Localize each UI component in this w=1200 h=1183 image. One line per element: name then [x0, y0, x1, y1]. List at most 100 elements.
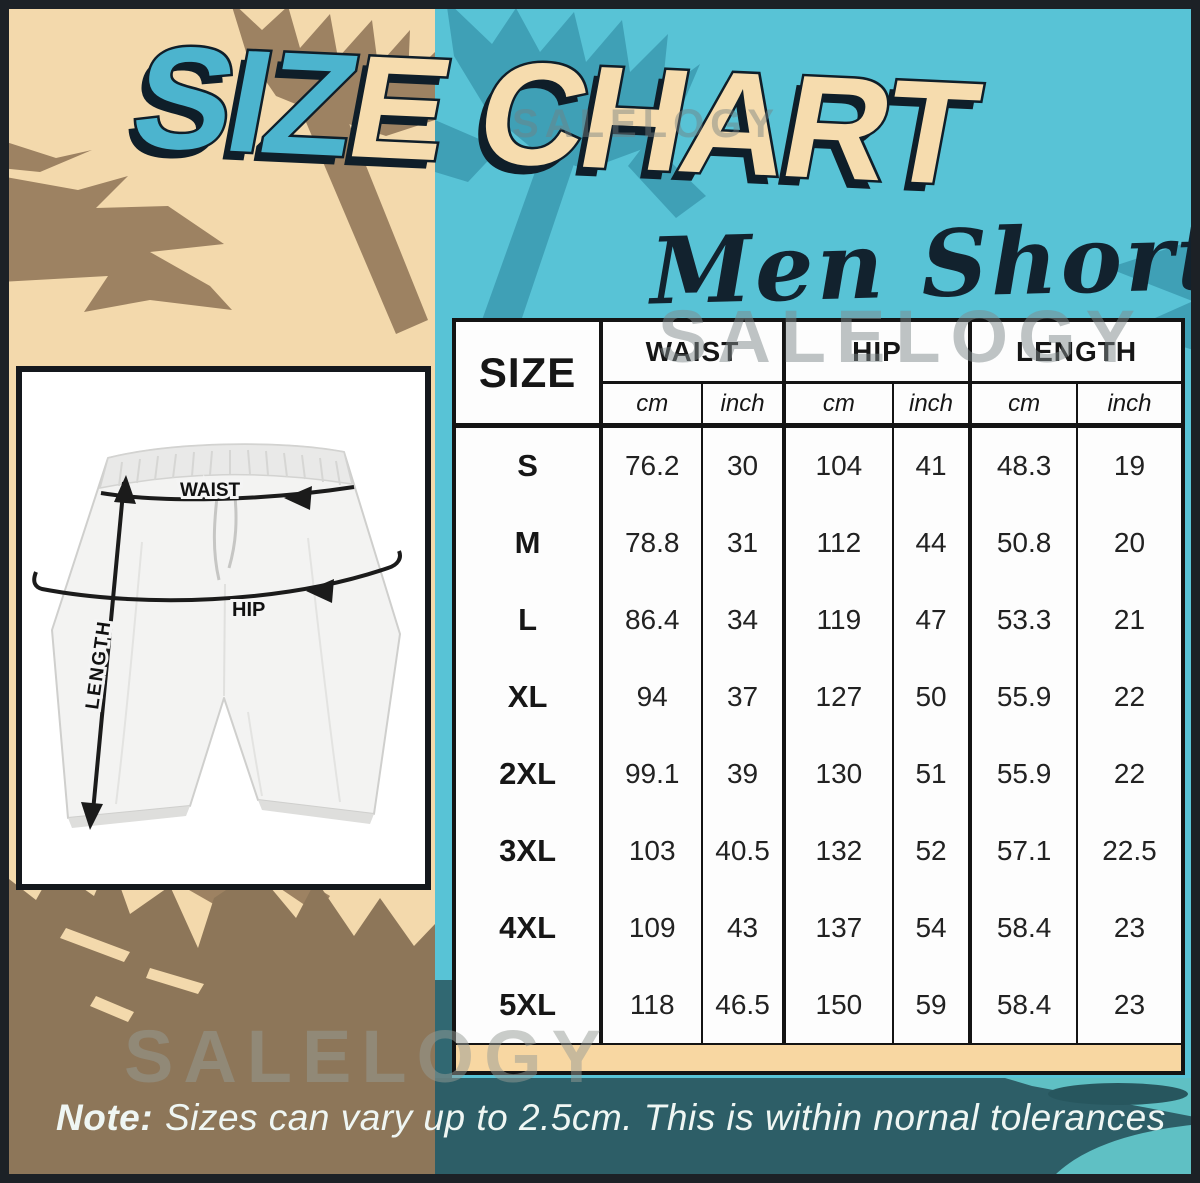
table-cell: 37 — [703, 658, 786, 736]
table-cell: 132 — [786, 812, 894, 890]
row-size-label: XL — [456, 658, 604, 736]
note-text: Sizes can vary up to 2.5cm. This is with… — [165, 1097, 1166, 1138]
row-size-label: S — [456, 428, 604, 505]
table-cell: 48.3 — [972, 428, 1079, 505]
length-arrow — [90, 481, 126, 823]
table-cell: 52 — [894, 812, 973, 890]
col-header-size: SIZE — [456, 322, 604, 428]
table-cell: 22 — [1113, 681, 1146, 713]
table-cell: 104 — [786, 428, 894, 505]
table-cell: 130 — [786, 735, 894, 813]
waistband — [98, 443, 354, 489]
length-arrowhead-bottom — [81, 802, 103, 830]
title-segment-blue: SIZ — [119, 13, 369, 190]
table-cell: 47 — [894, 581, 973, 659]
unit-header-waist-cm: cm — [603, 384, 704, 428]
table-cell: 22.5 — [1102, 834, 1157, 866]
shorts-measurement-diagram: WAIST HIP LENGTH — [16, 366, 431, 890]
table-cell: 53.3 — [972, 581, 1079, 659]
table-cell: 86.4 — [603, 581, 704, 659]
row-size-label: L — [456, 581, 604, 659]
table-cell: 59 — [894, 966, 973, 1043]
table-cell: 39 — [703, 735, 786, 813]
left-leg-fold — [115, 541, 143, 805]
table-cell: 58.4 — [972, 966, 1079, 1043]
palm-silhouette-teal — [435, 0, 1200, 352]
unit-header-hip-cm: cm — [785, 384, 894, 428]
unit-header-hip-inch: inch — [893, 384, 973, 428]
col-group-hip: HIP — [785, 322, 973, 384]
row-size-label: 4XL — [456, 889, 604, 967]
tolerance-note: Note: Sizes can vary up to 2.5cm. This is… — [56, 1097, 1166, 1139]
table-cell: 34 — [703, 581, 786, 659]
size-table: SIZE WAIST HIP LENGTH cm inch cm inch cm… — [452, 318, 1185, 1075]
table-cell: 99.1 — [603, 735, 704, 813]
table-cell: 127 — [786, 658, 894, 736]
row-size-label: 2XL — [456, 735, 604, 813]
waist-arrowhead — [284, 486, 312, 510]
row-size-label: 3XL — [456, 812, 604, 890]
table-cell: 55.9 — [972, 658, 1079, 736]
palm-trunk-sliver-teal — [435, 980, 452, 1080]
palm-trunk-mass-brown — [0, 858, 435, 1183]
table-cell: 46.5 — [703, 966, 786, 1043]
table-cell: 94 — [603, 658, 704, 736]
table-cell: 76.2 — [603, 428, 704, 505]
table-cell: 50.8 — [972, 504, 1079, 582]
coast-shape-corner — [1048, 1124, 1200, 1183]
table-cell: 57.1 — [972, 812, 1079, 890]
drawstring-right — [227, 485, 238, 569]
waist-arrow-label: WAIST — [180, 480, 241, 501]
table-cell: 103 — [603, 812, 704, 890]
left-hem-shadow — [68, 806, 190, 828]
table-cell: 43 — [703, 889, 786, 967]
right-hem-shadow — [258, 800, 374, 824]
table-cell: 31 — [703, 504, 786, 582]
table-cell: 112 — [786, 504, 894, 582]
table-cell: 55.9 — [972, 735, 1079, 813]
table-cell: 54 — [894, 889, 973, 967]
table-cell: 21 — [1113, 604, 1146, 636]
title-segment-cream: E CHART — [334, 22, 990, 217]
table-cell: 150 — [786, 966, 894, 1043]
table-cell: 44 — [894, 504, 973, 582]
unit-header-waist-inch: inch — [703, 384, 786, 428]
table-footer-band — [456, 1043, 1181, 1071]
hip-arrow-label: HIP — [232, 599, 265, 621]
table-cell: 119 — [786, 581, 894, 659]
length-arrowhead-top — [114, 475, 136, 504]
unit-header-length-cm: cm — [972, 384, 1079, 428]
hip-arrowhead — [306, 579, 334, 603]
right-leg-fold — [307, 537, 341, 803]
waistband-gathers — [118, 449, 341, 487]
col-group-length: LENGTH — [972, 322, 1181, 384]
row-size-label: M — [456, 504, 604, 582]
table-cell: 41 — [894, 428, 973, 505]
page-subtitle: Men Short — [648, 202, 1200, 326]
table-cell: 118 — [603, 966, 704, 1043]
table-cell: 19 — [1113, 450, 1146, 482]
coast-island — [1048, 1083, 1188, 1105]
col-group-waist: WAIST — [603, 322, 786, 384]
table-cell: 137 — [786, 889, 894, 967]
palm-highlight-slashes — [60, 928, 204, 1022]
unit-header-length-inch: inch — [1078, 384, 1181, 428]
table-cell: 51 — [894, 735, 973, 813]
table-cell: 109 — [603, 889, 704, 967]
table-cell: 78.8 — [603, 504, 704, 582]
table-cell: 30 — [703, 428, 786, 505]
hip-arrow — [32, 550, 402, 603]
table-cell: 58.4 — [972, 889, 1079, 967]
table-cell: 20 — [1113, 527, 1146, 559]
table-cell: 40.5 — [703, 812, 786, 890]
size-table-grid: SIZE WAIST HIP LENGTH cm inch cm inch cm… — [456, 322, 1181, 1071]
table-cell: 22 — [1113, 757, 1146, 789]
row-size-label: 5XL — [456, 966, 604, 1043]
center-seam — [223, 583, 226, 697]
inner-leg-fold — [247, 711, 263, 797]
table-cell: 50 — [894, 658, 973, 736]
note-label: Note: — [56, 1097, 154, 1138]
table-cell: 23 — [1113, 988, 1146, 1020]
shorts-illustration: WAIST HIP LENGTH — [32, 443, 402, 830]
